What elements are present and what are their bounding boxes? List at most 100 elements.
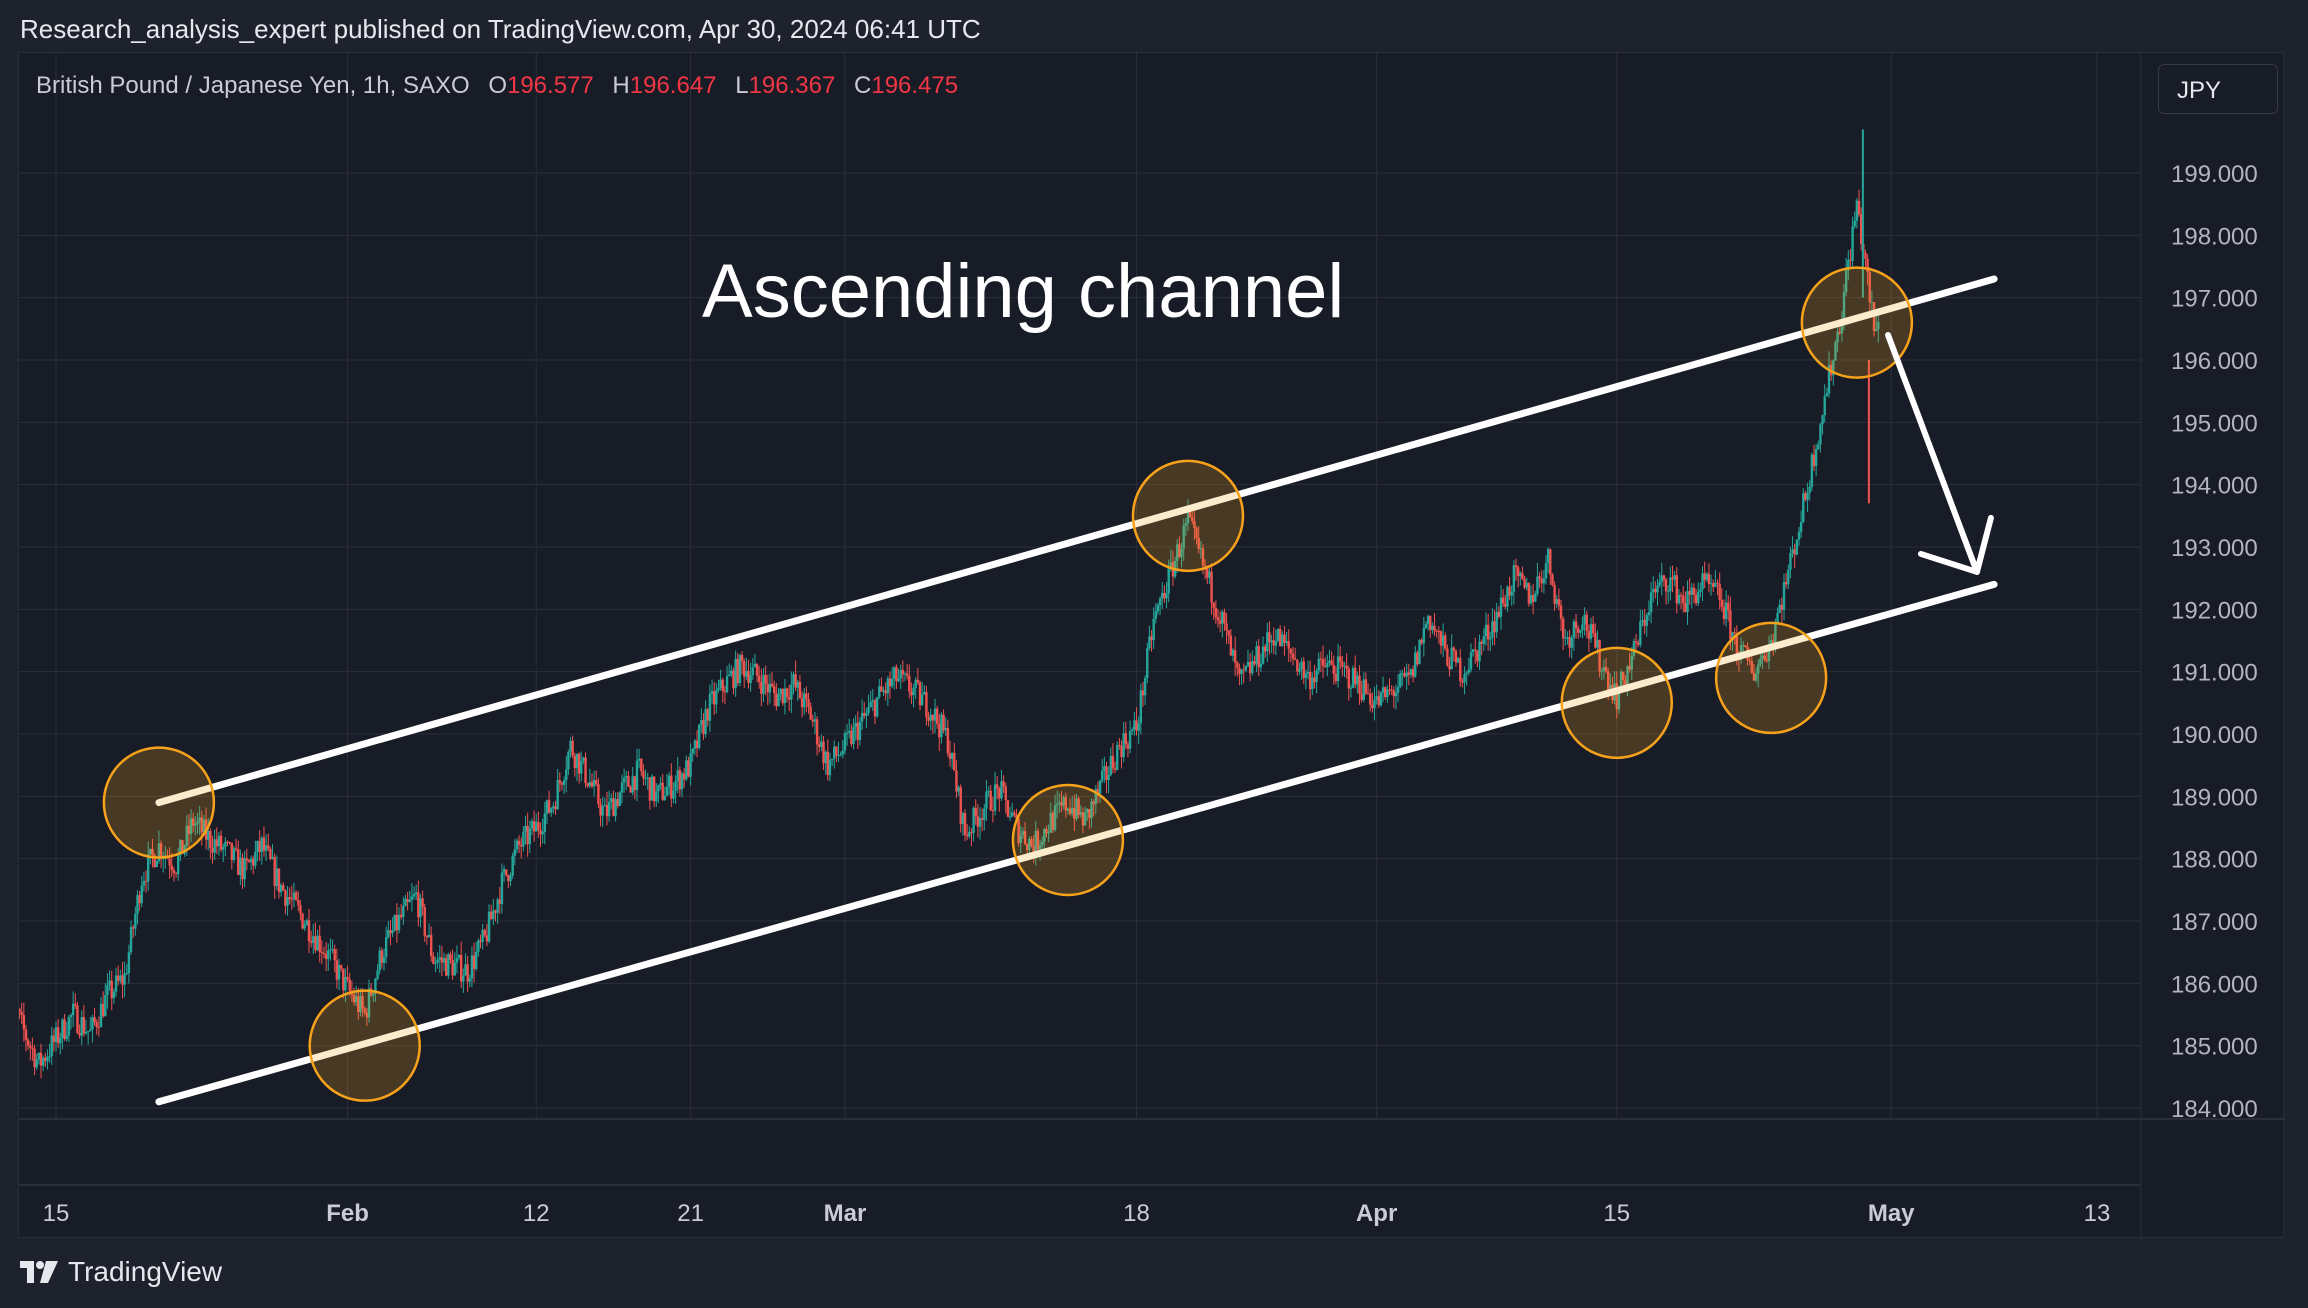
- candle-body: [1606, 671, 1610, 691]
- currency-button[interactable]: JPY: [2158, 64, 2278, 114]
- candle-body: [1484, 624, 1488, 637]
- candle-body: [1013, 812, 1016, 815]
- candle-body: [1780, 604, 1784, 610]
- candle-body: [1058, 802, 1061, 804]
- candle-body: [974, 807, 977, 817]
- candle-body: [762, 674, 765, 694]
- candle-body: [1827, 365, 1831, 394]
- candle-body: [502, 869, 506, 873]
- candle-body: [1660, 575, 1663, 582]
- candle-body: [618, 792, 622, 807]
- candle-body: [509, 875, 512, 882]
- candle-body: [1073, 807, 1076, 819]
- candle-body: [1619, 671, 1623, 692]
- candle-body: [344, 976, 347, 991]
- candle-body: [1512, 565, 1516, 592]
- candle-body: [1060, 802, 1063, 806]
- candle-body: [1071, 807, 1074, 814]
- candle-body: [1270, 640, 1273, 643]
- candle-body: [792, 674, 795, 685]
- candle-body: [1551, 574, 1554, 586]
- candle-body: [228, 841, 231, 843]
- candle-body: [449, 954, 452, 960]
- candle-body: [858, 721, 862, 740]
- candle-body: [672, 790, 675, 799]
- candle-body: [1735, 633, 1739, 657]
- candle-body: [1699, 589, 1702, 592]
- candle-body: [1103, 766, 1106, 771]
- candle-body: [372, 993, 375, 996]
- candle-body: [702, 720, 705, 734]
- candle-body: [1208, 571, 1211, 578]
- candle-body: [365, 1012, 369, 1018]
- candle-body: [1339, 656, 1342, 662]
- candle-body: [1789, 552, 1792, 570]
- chart-pane[interactable]: 184.000 185.000 186.000 187.000 188.000 189.0…: [18, 52, 2285, 1239]
- candle-body: [770, 683, 774, 687]
- candle-body: [260, 837, 264, 852]
- low-label: L: [735, 72, 749, 99]
- candle-body: [1206, 566, 1209, 578]
- candle-body: [408, 900, 411, 902]
- candle-body: [1765, 659, 1769, 662]
- tradingview-brand[interactable]: TradingView: [20, 1256, 222, 1288]
- candle-body: [1075, 798, 1078, 819]
- candle-body: [1032, 845, 1035, 856]
- candle-body: [1193, 521, 1196, 528]
- candle-body: [1855, 200, 1859, 221]
- candle-body: [1444, 635, 1447, 649]
- candle-body: [22, 1015, 26, 1030]
- candle-body: [1276, 628, 1280, 641]
- candle-body: [1317, 658, 1320, 671]
- candle-body: [297, 900, 300, 906]
- candle-body: [1096, 789, 1100, 794]
- candle-body: [513, 849, 516, 856]
- candle-body: [610, 798, 613, 803]
- candle-body: [410, 896, 414, 901]
- candle-body: [1291, 653, 1295, 659]
- symbol-name[interactable]: British Pound / Japanese Yen, 1h, SAXO: [36, 72, 470, 99]
- candle-body: [1763, 655, 1766, 660]
- candle-body: [1118, 745, 1121, 747]
- candle-body: [1834, 342, 1837, 361]
- candle-body: [245, 858, 249, 861]
- candle-body: [352, 994, 356, 1003]
- candle-body: [528, 828, 532, 845]
- projection-arrow-head: [1917, 514, 1994, 575]
- candle-body: [867, 706, 870, 713]
- candle-body: [1508, 586, 1511, 596]
- candle-body: [1225, 623, 1228, 631]
- brand-name: TradingView: [68, 1256, 223, 1287]
- candle-body: [1068, 808, 1072, 814]
- candle-body: [1489, 637, 1492, 640]
- candle-body: [1021, 831, 1025, 836]
- candle-body: [97, 1026, 101, 1028]
- candle-body: [52, 1035, 56, 1043]
- candle-body: [1002, 781, 1005, 787]
- candle-body: [841, 750, 845, 755]
- candle-body: [1019, 835, 1022, 844]
- candle-body: [1131, 729, 1134, 732]
- candle-body: [918, 682, 922, 706]
- candle-body: [1628, 666, 1631, 670]
- candle-body: [1441, 635, 1445, 646]
- candle-body: [1570, 637, 1573, 648]
- price-tick-label: 184.000: [2171, 1096, 2258, 1123]
- price-chart[interactable]: 184.000 185.000 186.000 187.000 188.000 189.0…: [19, 53, 2285, 1239]
- price-tick-label: 194.000: [2171, 473, 2258, 500]
- candle-body: [708, 693, 712, 721]
- candle-body: [983, 808, 986, 820]
- candle-body: [1446, 648, 1449, 666]
- candle-body: [1452, 647, 1456, 651]
- candle-body: [818, 744, 821, 747]
- candle-body: [863, 712, 866, 716]
- candle-body: [1341, 661, 1344, 667]
- candle-body: [953, 752, 956, 771]
- candle-body: [1128, 731, 1132, 749]
- candle-body: [545, 800, 549, 814]
- candle-body: [187, 825, 191, 834]
- candle-body: [893, 667, 896, 679]
- candle-body: [963, 813, 967, 835]
- candle-body: [1296, 660, 1299, 672]
- candle-body: [1832, 360, 1835, 376]
